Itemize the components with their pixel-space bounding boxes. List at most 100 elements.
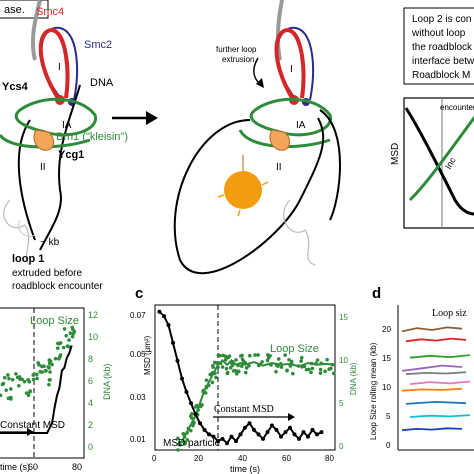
dna-strand-right <box>319 109 341 221</box>
loop-size-point <box>53 356 58 361</box>
loop-size-point <box>239 364 244 368</box>
label-site-ii: II <box>40 162 46 173</box>
loop-size-point <box>58 353 63 357</box>
panel-b-x-tick-0: 60 <box>28 462 38 472</box>
loop-size-point <box>306 367 311 372</box>
loop-size-point <box>9 387 13 391</box>
loop-size-point <box>48 377 52 382</box>
loop-size-point <box>22 379 27 384</box>
loop-size-series-line <box>409 354 471 359</box>
panel-b-y2-tick-4: 4 <box>88 398 93 408</box>
loop-size-point <box>233 368 237 373</box>
panel-c-x-tick-2: 40 <box>238 454 247 463</box>
label-site-i-mid: I <box>290 64 293 75</box>
panel-c-xlabel: time (s) <box>230 464 260 474</box>
panel-c <box>154 304 336 452</box>
loop-size-point <box>274 369 278 374</box>
label-site-i: I <box>58 62 61 73</box>
loop-size-point <box>287 357 291 362</box>
loop-size-point <box>310 366 315 371</box>
loop-size-point <box>70 325 75 330</box>
loop-size-point <box>43 368 48 373</box>
panel-c-x-tick-3: 60 <box>282 454 291 463</box>
dna-coil-grey-mid <box>283 199 316 266</box>
loop-size-series-line <box>405 371 467 376</box>
loop1-title: loop 1 <box>12 253 44 265</box>
loop-size-point <box>243 370 248 375</box>
loop-size-point <box>318 371 323 375</box>
loop-size-point <box>10 377 15 382</box>
loop-size-point <box>214 375 218 380</box>
loop-size-point <box>67 344 71 349</box>
panel-c-y2-tick-3: 0 <box>339 442 344 451</box>
loop-size-point <box>31 377 36 382</box>
ycg1-mid <box>269 129 291 151</box>
panel-d-ylabel: Loop Size rolling mean (kb) <box>369 342 378 440</box>
loop2-note-line-5: Roadblock M <box>412 70 470 81</box>
panel-b-msd-line <box>0 345 73 434</box>
loop-size-point <box>325 357 329 362</box>
loop-size-point <box>253 353 257 357</box>
loop-size-point <box>299 355 304 360</box>
panel-b-constant-msd: Constant MSD <box>0 420 65 431</box>
loop-size-point <box>68 331 73 336</box>
loop-size-point <box>181 431 186 436</box>
transition-arrow <box>112 111 158 125</box>
loop-size-point <box>315 358 320 362</box>
loop2-note-line-4: interface betw <box>412 56 474 67</box>
panel-c-frame <box>154 304 336 451</box>
panel-c-y2-tick-2: 5 <box>339 399 344 408</box>
loop-size-point <box>279 365 284 369</box>
smc2-arm-mid <box>276 26 315 101</box>
loop-size-point <box>185 438 190 442</box>
condensin-complex-left <box>0 0 97 266</box>
loop-size-point <box>55 341 60 346</box>
dna-strand-grey <box>30 0 42 61</box>
label-brn1: Brn1 ("kleisin") <box>56 131 128 143</box>
loop-size-point <box>210 380 215 385</box>
loop-size-point <box>176 448 180 452</box>
loop-size-point <box>276 357 281 361</box>
label-site-ii-mid: II <box>276 162 282 173</box>
schematic-encounter-label: encounter <box>440 103 474 112</box>
loop-size-point <box>236 369 240 374</box>
loop-size-point <box>194 403 199 408</box>
loop-size-point <box>14 372 18 376</box>
loop-size-point <box>256 353 260 357</box>
loop-size-point <box>1 381 6 386</box>
schematic-loop-curve <box>408 115 474 202</box>
panel-c-x-tick-0: 0 <box>152 454 157 463</box>
loop-size-point <box>47 366 51 370</box>
loop-size-point <box>58 341 63 345</box>
loop-size-point <box>189 428 193 433</box>
loop-size-series-line <box>401 364 463 372</box>
loop-size-point <box>289 359 294 364</box>
loop-size-point <box>40 370 44 374</box>
panel-b-constant-arrow <box>0 428 34 436</box>
loop-size-point <box>212 360 217 365</box>
loop-size-point <box>55 346 60 350</box>
loop-size-point <box>28 389 32 393</box>
roadblock-marks <box>217 181 269 217</box>
loop-size-point <box>265 358 270 363</box>
panel-c-y-tick-2: 0.03 <box>130 393 146 402</box>
loop-size-point <box>266 355 271 360</box>
further-loop-line1: further loop <box>216 45 257 54</box>
loop2-note-line-2: without loop <box>411 28 466 39</box>
smc4-arm <box>38 27 70 100</box>
loop1-line2: extruded before <box>12 268 82 279</box>
loop-size-point <box>9 397 13 401</box>
loop-size-point <box>37 363 41 367</box>
panel-c-x-tick-1: 20 <box>194 454 203 463</box>
loop-size-point <box>189 412 194 416</box>
loop-size-point <box>71 331 76 336</box>
loop-size-point <box>191 423 195 428</box>
panel-c-y2-tick-0: 15 <box>339 313 348 322</box>
loop-size-point <box>0 393 3 398</box>
loop-size-point <box>225 371 230 376</box>
roadblock-particle <box>224 171 262 209</box>
loop2-note-line-1: Loop 2 is con <box>412 14 472 25</box>
loop-size-point <box>285 368 289 373</box>
panel-d-title: Loop siz <box>432 308 467 319</box>
